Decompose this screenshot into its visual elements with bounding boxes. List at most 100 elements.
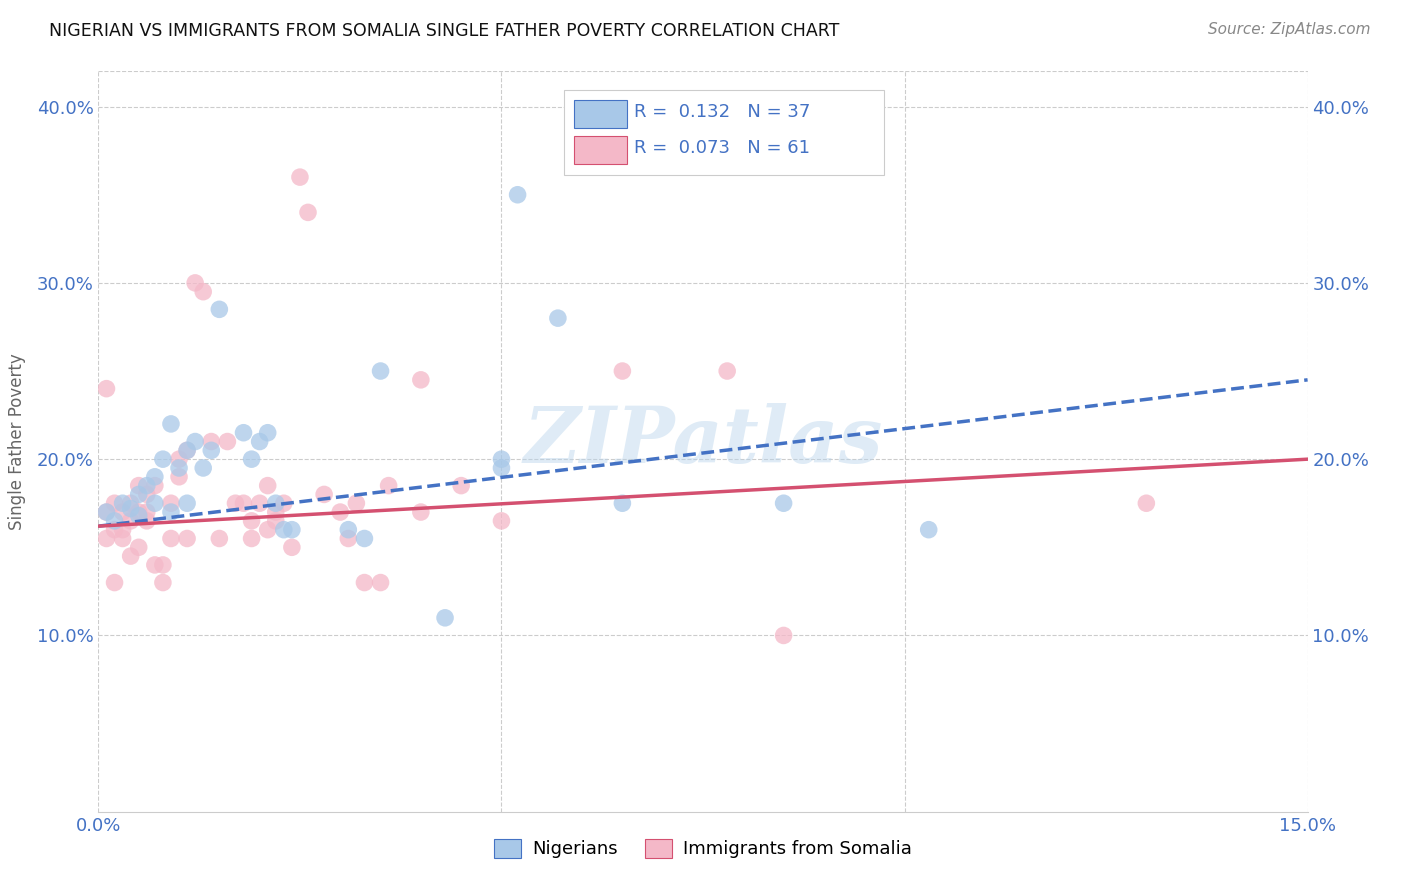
Point <box>491 514 513 528</box>
Point <box>1135 496 1157 510</box>
Point <box>128 541 150 555</box>
Point <box>249 496 271 510</box>
Point <box>918 523 941 537</box>
Point <box>288 170 311 185</box>
Point <box>160 417 183 431</box>
Point <box>152 575 174 590</box>
Text: NIGERIAN VS IMMIGRANTS FROM SOMALIA SINGLE FATHER POVERTY CORRELATION CHART: NIGERIAN VS IMMIGRANTS FROM SOMALIA SING… <box>49 22 839 40</box>
Point <box>128 505 150 519</box>
Point <box>176 443 198 458</box>
Point <box>491 461 513 475</box>
Point <box>409 373 432 387</box>
Point <box>256 478 278 492</box>
Point <box>506 187 529 202</box>
Point <box>152 558 174 572</box>
Point <box>273 496 295 510</box>
Point <box>167 461 190 475</box>
Point <box>249 434 271 449</box>
Point <box>103 523 125 537</box>
Point <box>184 276 207 290</box>
Point <box>281 541 304 555</box>
Point <box>224 496 246 510</box>
Text: Source: ZipAtlas.com: Source: ZipAtlas.com <box>1208 22 1371 37</box>
Point <box>111 505 134 519</box>
Point <box>612 496 634 510</box>
Point <box>370 575 392 590</box>
Point <box>103 575 125 590</box>
Point <box>377 478 399 492</box>
FancyBboxPatch shape <box>574 136 627 164</box>
Point <box>297 205 319 219</box>
Point <box>612 364 634 378</box>
Point <box>344 496 367 510</box>
Point <box>96 382 118 396</box>
Point <box>135 514 157 528</box>
Point <box>772 628 794 642</box>
Point <box>135 478 157 492</box>
Point <box>200 434 222 449</box>
Point <box>434 611 457 625</box>
Point <box>370 364 392 378</box>
Point <box>160 505 183 519</box>
Point <box>184 434 207 449</box>
Text: ZIPatlas: ZIPatlas <box>523 403 883 480</box>
Point <box>240 514 263 528</box>
Point <box>208 532 231 546</box>
Point <box>143 470 166 484</box>
FancyBboxPatch shape <box>574 100 627 128</box>
Point <box>264 505 287 519</box>
Point <box>353 532 375 546</box>
Point <box>96 505 118 519</box>
Point <box>120 514 142 528</box>
Point <box>716 364 738 378</box>
Point <box>96 505 118 519</box>
Point <box>167 452 190 467</box>
Point <box>160 496 183 510</box>
Point <box>128 478 150 492</box>
Point <box>152 452 174 467</box>
Point <box>160 532 183 546</box>
Point <box>176 496 198 510</box>
Point <box>167 470 190 484</box>
Point <box>96 532 118 546</box>
Point <box>273 523 295 537</box>
Point <box>135 505 157 519</box>
Point <box>143 496 166 510</box>
Point <box>193 285 215 299</box>
Point <box>240 532 263 546</box>
Point <box>143 478 166 492</box>
Point <box>135 487 157 501</box>
Point <box>128 508 150 523</box>
Point <box>491 452 513 467</box>
Point <box>176 443 198 458</box>
Point <box>264 514 287 528</box>
Point <box>111 532 134 546</box>
Point <box>232 496 254 510</box>
Point <box>200 443 222 458</box>
Point <box>111 523 134 537</box>
Text: R =  0.073   N = 61: R = 0.073 N = 61 <box>634 138 810 157</box>
Point <box>240 452 263 467</box>
Point <box>232 425 254 440</box>
Point <box>217 434 239 449</box>
Point <box>111 496 134 510</box>
Point <box>772 496 794 510</box>
Point <box>143 558 166 572</box>
Point <box>264 496 287 510</box>
Point <box>103 496 125 510</box>
Point <box>120 501 142 516</box>
Point <box>256 523 278 537</box>
Point <box>120 549 142 563</box>
Point <box>329 505 352 519</box>
Point <box>120 496 142 510</box>
Point <box>208 302 231 317</box>
Point <box>337 523 360 537</box>
Point <box>337 532 360 546</box>
Point <box>409 505 432 519</box>
Point <box>353 575 375 590</box>
Point <box>256 425 278 440</box>
Point <box>450 478 472 492</box>
FancyBboxPatch shape <box>564 90 884 175</box>
Point <box>193 461 215 475</box>
Point <box>128 487 150 501</box>
